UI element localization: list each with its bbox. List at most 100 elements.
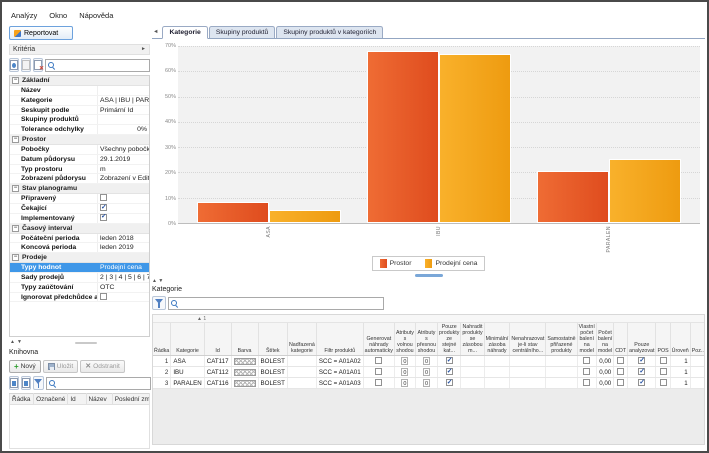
property-row[interactable]: Čekající (10, 203, 149, 214)
library-checkout-button[interactable] (21, 376, 31, 390)
cell-id[interactable]: CAT116 (204, 377, 232, 390)
section-stav-planogramu[interactable]: − Stav planogramu (10, 184, 149, 195)
cell-samostatne[interactable] (545, 377, 578, 390)
up-arrow-icon[interactable]: ▲ (152, 278, 157, 284)
property-value[interactable]: Prodejní cena (100, 264, 142, 272)
checkbox[interactable] (659, 368, 667, 376)
cell-minimalni[interactable] (484, 355, 511, 368)
property-row[interactable]: Typ prostoru m (10, 164, 149, 175)
col-minimalni[interactable]: Minimální zásoba náhrady (484, 323, 511, 357)
tab-skupiny-v-kategoriich[interactable]: Skupiny produktů v kategoriích (276, 26, 384, 38)
section-prostor[interactable]: − Prostor (10, 134, 149, 145)
library-new-button[interactable]: + Nový (9, 360, 41, 373)
col-radka[interactable]: Řádka (153, 323, 172, 357)
cell-vlastni-pocet[interactable] (577, 377, 597, 390)
bar-asa-prostor[interactable] (197, 201, 269, 223)
collapse-right-icon[interactable]: ► (141, 46, 146, 52)
property-row[interactable]: Název (10, 86, 149, 96)
cell-nenahrazovat[interactable] (509, 366, 547, 379)
cell-minimalni[interactable] (484, 366, 511, 379)
checkbox[interactable] (617, 379, 625, 387)
library-splitter[interactable]: ▲ ▼ (9, 337, 150, 348)
library-filter-button[interactable] (33, 376, 44, 390)
splitter-handle[interactable] (75, 341, 98, 344)
cell-nenahrazovat[interactable] (509, 355, 547, 368)
collapse-section-icon[interactable]: − (12, 135, 19, 143)
menu-analyzy[interactable]: Analýzy (11, 11, 38, 20)
section-zakladni[interactable]: − Základní (10, 76, 149, 86)
property-value[interactable]: m (100, 165, 106, 173)
col-poz[interactable]: Poz... (690, 323, 704, 357)
cell-filtr[interactable]: SCC = A01A03 (316, 377, 364, 390)
bar-paralen-prostor[interactable] (537, 171, 609, 223)
collapse-section-icon[interactable]: − (12, 77, 19, 84)
property-value[interactable]: 0% (137, 126, 147, 134)
property-row[interactable]: Skupiny produktů (10, 115, 149, 126)
property-value[interactable]: leden 2018 (100, 234, 134, 242)
cell-cdt[interactable] (613, 366, 629, 379)
col-nadrazena[interactable]: Nadřazená kategorie (287, 323, 317, 357)
col-pos[interactable]: POS (655, 323, 671, 357)
library-delete-button[interactable]: ✕ Odstranit (80, 360, 125, 373)
checkbox[interactable] (638, 367, 646, 376)
cell-nahradit[interactable] (460, 355, 485, 368)
cell-atributy-volnou[interactable]: 0 (394, 355, 416, 368)
col-pouze-produkty[interactable]: Pouze produkty ze stejné kat... (437, 323, 462, 357)
col-generovat[interactable]: Generovat náhrady automaticky (363, 323, 395, 357)
property-row[interactable]: Koncová perioda leden 2019 (10, 243, 149, 254)
attribute-count-badge[interactable]: 0 (401, 379, 409, 388)
checkbox[interactable] (445, 378, 453, 387)
library-search-input[interactable] (57, 378, 148, 388)
property-row[interactable]: Datum půdorysu 29.1.2019 (10, 154, 149, 165)
col-barva[interactable]: Barva (231, 323, 259, 357)
cell-pos[interactable] (655, 377, 671, 390)
library-col-oznacene[interactable]: Označené (33, 393, 69, 405)
cell-uroven[interactable]: 1 (670, 355, 691, 368)
checkbox[interactable] (617, 368, 625, 376)
collapse-left-icon[interactable]: ◄ (153, 29, 159, 35)
library-col-nazev[interactable]: Název (85, 393, 113, 405)
attribute-count-badge[interactable]: 0 (422, 368, 430, 377)
cell-poz[interactable] (690, 366, 704, 379)
col-vlastni-pocet[interactable]: Vlastní počet balení na model (577, 323, 597, 357)
table-row[interactable]: 3 PARALEN CAT116 BOLEST SCC = A01A03 0 0 (153, 377, 704, 390)
section-prodeje[interactable]: − Prodeje (10, 253, 149, 264)
col-pocet-baleni[interactable]: Počet balení na model (596, 323, 615, 357)
cell-atributy-volnou[interactable]: 0 (394, 377, 416, 390)
cell-nadrazena[interactable] (287, 377, 317, 390)
property-value[interactable]: Primární Id (100, 106, 134, 114)
cell-atributy-presnou[interactable]: 0 (415, 366, 439, 379)
property-value[interactable]: leden 2019 (100, 244, 134, 252)
col-atributy-volnou[interactable]: Atributy s volnou shodou (394, 323, 416, 357)
checkbox[interactable] (445, 356, 453, 365)
property-row[interactable]: Kategorie ASA | IBU | PARALEN (10, 95, 149, 106)
cell-vlastni-pocet[interactable] (577, 366, 597, 379)
cell-filtr[interactable]: SCC = A01A01 (316, 366, 364, 379)
up-arrow-icon[interactable]: ▲ (10, 339, 15, 345)
property-value[interactable]: 29.1.2019 (100, 155, 131, 163)
cell-barva[interactable] (231, 377, 259, 390)
cell-pouze-analyzovat[interactable] (627, 355, 657, 368)
checkbox-cekajici[interactable] (100, 204, 107, 212)
cell-generovat[interactable] (363, 366, 395, 379)
checkbox[interactable] (375, 368, 383, 376)
property-value[interactable]: 2 | 3 | 4 | 5 | 6 | 7 | 8 | 9 | 801 | ..… (100, 273, 149, 281)
col-kategorie[interactable]: Kategorie (170, 323, 205, 357)
cell-stitek[interactable]: BOLEST (258, 366, 288, 379)
col-pouze-analyzovat[interactable]: Pouze analyzovat (627, 323, 657, 357)
cell-atributy-presnou[interactable]: 0 (415, 355, 439, 368)
cell-pocet-baleni[interactable]: 0,00 (596, 355, 615, 368)
cell-uroven[interactable]: 1 (670, 366, 691, 379)
tab-skupiny-produktu[interactable]: Skupiny produktů (208, 26, 276, 38)
collapse-section-icon[interactable]: − (12, 224, 19, 232)
property-value[interactable]: ASA | IBU | PARALEN (100, 96, 149, 104)
section-casovy-interval[interactable]: − Časový interval (10, 223, 149, 234)
cell-minimalni[interactable] (484, 377, 511, 390)
col-nenahrazovat[interactable]: Nenahrazovat je-li stav centrálního... (509, 323, 547, 357)
col-uroven[interactable]: Úroveň (670, 323, 691, 357)
cell-pouze-analyzovat[interactable] (627, 377, 657, 390)
col-stitek[interactable]: Štítek (258, 323, 288, 357)
property-row[interactable]: Sady prodejů 2 | 3 | 4 | 5 | 6 | 7 | 8 |… (10, 272, 149, 283)
cell-filtr[interactable]: SCC = A01A02 (316, 355, 364, 368)
menu-okno[interactable]: Okno (49, 11, 68, 20)
